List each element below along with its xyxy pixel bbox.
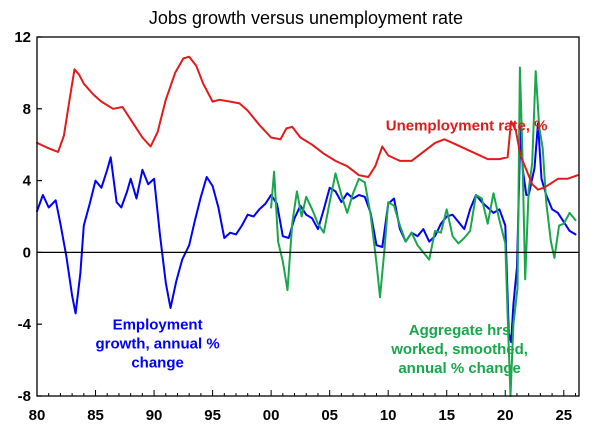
x-tick-label: 20: [497, 407, 514, 424]
aggregate-hours-label-line: worked, smoothed,: [390, 341, 528, 358]
x-tick-label: 85: [87, 407, 104, 424]
x-tick-label: 95: [204, 407, 221, 424]
employment-growth-label-line: growth, annual %: [95, 336, 219, 353]
labels-layer: Unemployment rate, % Employment growth, an…: [95, 117, 547, 377]
x-tick-label: 90: [146, 407, 163, 424]
x-tick-label: 80: [29, 407, 46, 424]
aggregate-hours-label: Aggregate hrs worked, smoothed, annual % c…: [390, 322, 528, 377]
employment-growth-label: Employment growth, annual % change: [95, 317, 219, 372]
aggregate-hours-label-line: annual % change: [398, 360, 521, 377]
plot-frame: [36, 36, 580, 397]
unemployment-rate-label: Unemployment rate, %: [386, 117, 548, 134]
y-tick-label: -8: [18, 388, 31, 405]
series-line-2: [270, 66, 577, 397]
y-tick-label: 4: [23, 173, 32, 190]
series-line-1: [36, 122, 577, 344]
y-tick-label: -4: [18, 316, 32, 333]
x-tick-label: 05: [321, 407, 338, 424]
employment-growth-label-line: Employment: [113, 317, 203, 334]
x-tick-label: 15: [438, 407, 455, 424]
employment-growth-label-line: change: [131, 355, 184, 372]
aggregate-hours-label-line: Aggregate hrs: [409, 322, 511, 339]
ticks-layer: -8 -4 0 4 8 12 80 85 90 95 00 05 10 15 20 25: [14, 29, 576, 424]
x-tick-label: 25: [555, 407, 572, 424]
y-tick-label: 0: [23, 244, 31, 261]
series-line-0: [36, 55, 579, 191]
unemployment-rate-label-line: Unemployment rate, %: [386, 117, 548, 134]
chart-title: Jobs growth versus unemployment rate: [149, 8, 463, 28]
y-tick-label: 12: [14, 29, 31, 46]
x-tick-label: 10: [380, 407, 397, 424]
y-tick-label: 8: [23, 101, 31, 118]
x-tick-label: 00: [263, 407, 280, 424]
axes-layer: [36, 36, 580, 397]
series-layer: [36, 55, 579, 397]
